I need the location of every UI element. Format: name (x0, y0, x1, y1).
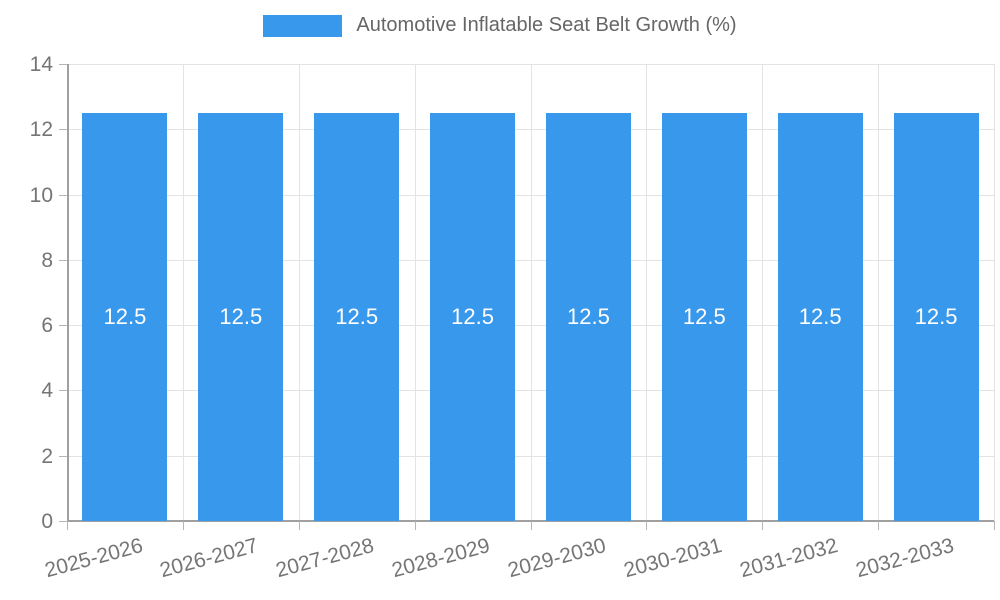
x-tick-label-2032-2033: 2032-2033 (853, 534, 957, 583)
y-tick-mark-4 (59, 390, 67, 392)
x-tick-label-2025-2026: 2025-2026 (41, 534, 145, 583)
legend-swatch-icon (263, 14, 343, 37)
y-tick-mark-0 (59, 521, 67, 522)
x-tick-label-2029-2030: 2029-2030 (505, 534, 609, 583)
y-tick-mark-2 (59, 455, 67, 457)
y-tick-label-12: 12 (29, 118, 53, 142)
gridline-x-3 (414, 64, 416, 521)
x-tick-label-2027-2028: 2027-2028 (273, 534, 377, 583)
x-tick-label-2030-2031: 2030-2031 (621, 534, 725, 583)
bar-value-label: 12.5 (335, 303, 379, 329)
gridline-x-8 (994, 64, 995, 521)
gridline-x-1 (182, 64, 184, 521)
y-tick-mark-10 (59, 194, 67, 196)
bar-2030-2031[interactable]: 12.5 (661, 112, 747, 521)
y-tick-label-4: 4 (41, 379, 53, 403)
x-tick-mark-7 (878, 521, 880, 530)
x-tick-label-2031-2032: 2031-2032 (737, 534, 841, 583)
bar-value-label: 12.5 (451, 303, 494, 329)
y-tick-label-6: 6 (41, 314, 53, 338)
bar-2031-2032[interactable]: 12.5 (777, 112, 863, 521)
y-tick-mark-6 (59, 325, 67, 327)
bar-2025-2026[interactable]: 12.5 (82, 112, 168, 521)
bar-2026-2027[interactable]: 12.5 (198, 112, 284, 521)
x-tick-mark-6 (762, 521, 764, 530)
x-tick-mark-3 (414, 521, 416, 530)
bar-value-label: 12.5 (219, 303, 263, 329)
gridline-x-4 (530, 64, 532, 521)
bar-2029-2030[interactable]: 12.5 (545, 112, 631, 521)
x-tick-mark-1 (182, 521, 184, 530)
x-tick-label-2026-2027: 2026-2027 (157, 534, 261, 583)
x-tick-mark-5 (646, 521, 648, 530)
gridline-x-7 (878, 64, 880, 521)
y-axis-line (67, 64, 69, 521)
bar-2032-2033[interactable]: 12.5 (893, 112, 979, 521)
bar-2027-2028[interactable]: 12.5 (314, 112, 400, 521)
x-tick-mark-0 (67, 521, 68, 530)
bar-2028-2029[interactable]: 12.5 (430, 112, 516, 521)
y-tick-mark-12 (59, 129, 67, 131)
x-tick-mark-8 (994, 521, 995, 530)
y-tick-mark-8 (59, 259, 67, 261)
bar-value-label: 12.5 (682, 303, 726, 329)
bar-value-label: 12.5 (914, 303, 958, 329)
y-tick-label-8: 8 (41, 248, 53, 272)
y-tick-label-10: 10 (29, 183, 53, 207)
gridline-x-6 (762, 64, 764, 521)
bar-value-label: 12.5 (103, 303, 147, 329)
y-tick-label-2: 2 (41, 444, 53, 468)
x-tick-mark-2 (298, 521, 300, 530)
y-tick-mark-14 (59, 64, 67, 65)
y-tick-label-0: 0 (41, 510, 53, 533)
x-tick-mark-4 (530, 521, 532, 530)
y-tick-label-14: 14 (29, 53, 53, 76)
gridline-x-5 (646, 64, 648, 521)
bar-value-label: 12.5 (798, 303, 842, 329)
x-tick-label-2028-2029: 2028-2029 (389, 534, 493, 583)
plot-area: 12.5 12.5 12.5 12.5 12.5 12.5 12.5 12.5 (67, 64, 995, 522)
bar-value-label: 12.5 (567, 303, 610, 329)
legend-label: Automotive Inflatable Seat Belt Growth (… (356, 14, 737, 36)
legend[interactable]: Automotive Inflatable Seat Belt Growth (… (0, 14, 1000, 37)
gridline-x-2 (298, 64, 300, 521)
